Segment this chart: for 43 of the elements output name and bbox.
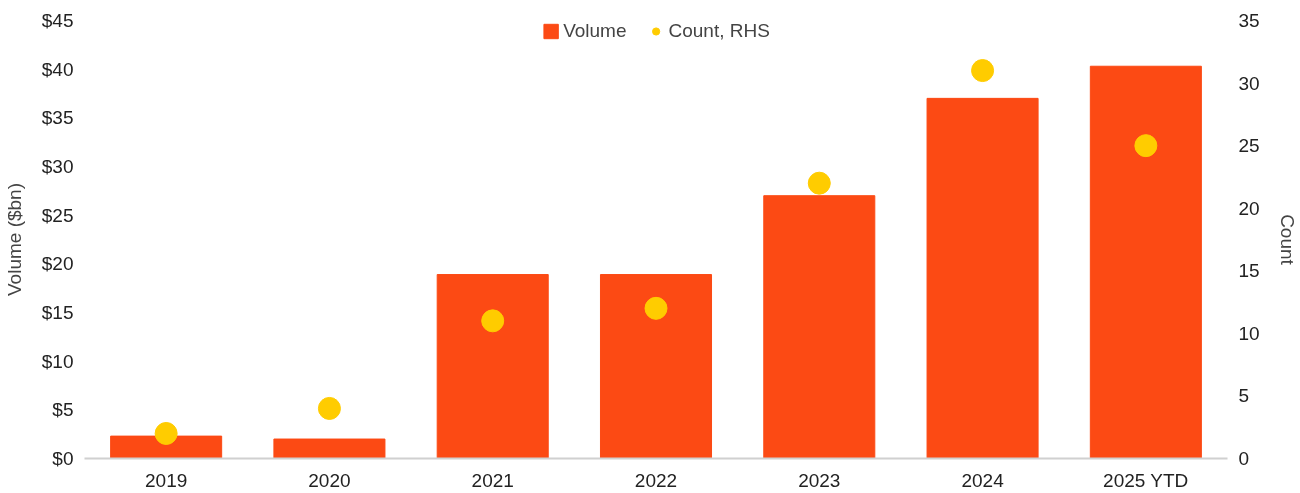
y2-tick-label: 30 (1238, 72, 1260, 94)
x-tick-label: 2023 (798, 469, 841, 491)
legend-label: Count, RHS (668, 20, 770, 42)
bar (1089, 65, 1202, 459)
legend-label: Volume (563, 20, 627, 42)
point (971, 59, 995, 83)
bar (110, 435, 223, 459)
x-tick-label: 2019 (145, 469, 188, 491)
y2-tick-label: 35 (1238, 10, 1260, 31)
y-tick-label: $20 (41, 253, 74, 275)
point (154, 421, 178, 445)
bar (763, 195, 876, 459)
x-tick-label: 2022 (634, 469, 678, 491)
y2-tick-label: 20 (1238, 197, 1260, 219)
point (644, 296, 668, 320)
point (481, 309, 505, 333)
point (807, 171, 831, 195)
y-tick-label: $10 (41, 350, 74, 372)
y-tick-label: $0 (52, 448, 74, 469)
y2-tick-label: 0 (1238, 448, 1250, 469)
y2-axis-title: Count (1276, 214, 1298, 266)
x-tick-label: 2021 (471, 469, 514, 491)
y-tick-label: $15 (41, 302, 74, 323)
y-tick-label: $30 (41, 156, 74, 177)
x-tick-label: 2025 YTD (1103, 469, 1189, 491)
y2-tick-label: 5 (1238, 385, 1250, 407)
bar (599, 274, 713, 459)
bar (436, 274, 549, 459)
bar (926, 97, 1039, 459)
point (317, 396, 341, 420)
y2-tick-label: 15 (1238, 260, 1260, 282)
y-axis-title: Volume ($bn) (3, 182, 25, 296)
y-tick-label: $40 (41, 58, 74, 80)
y2-tick-label: 25 (1238, 135, 1260, 157)
bar (273, 438, 386, 459)
x-tick-label: 2020 (308, 469, 351, 491)
y-tick-label: $35 (41, 107, 74, 129)
y-tick-label: $45 (41, 10, 74, 31)
y-tick-label: $25 (41, 204, 74, 226)
y2-tick-label: 10 (1238, 322, 1260, 344)
point (1134, 134, 1158, 158)
y-tick-label: $5 (52, 399, 74, 421)
x-tick-label: 2024 (961, 469, 1005, 491)
